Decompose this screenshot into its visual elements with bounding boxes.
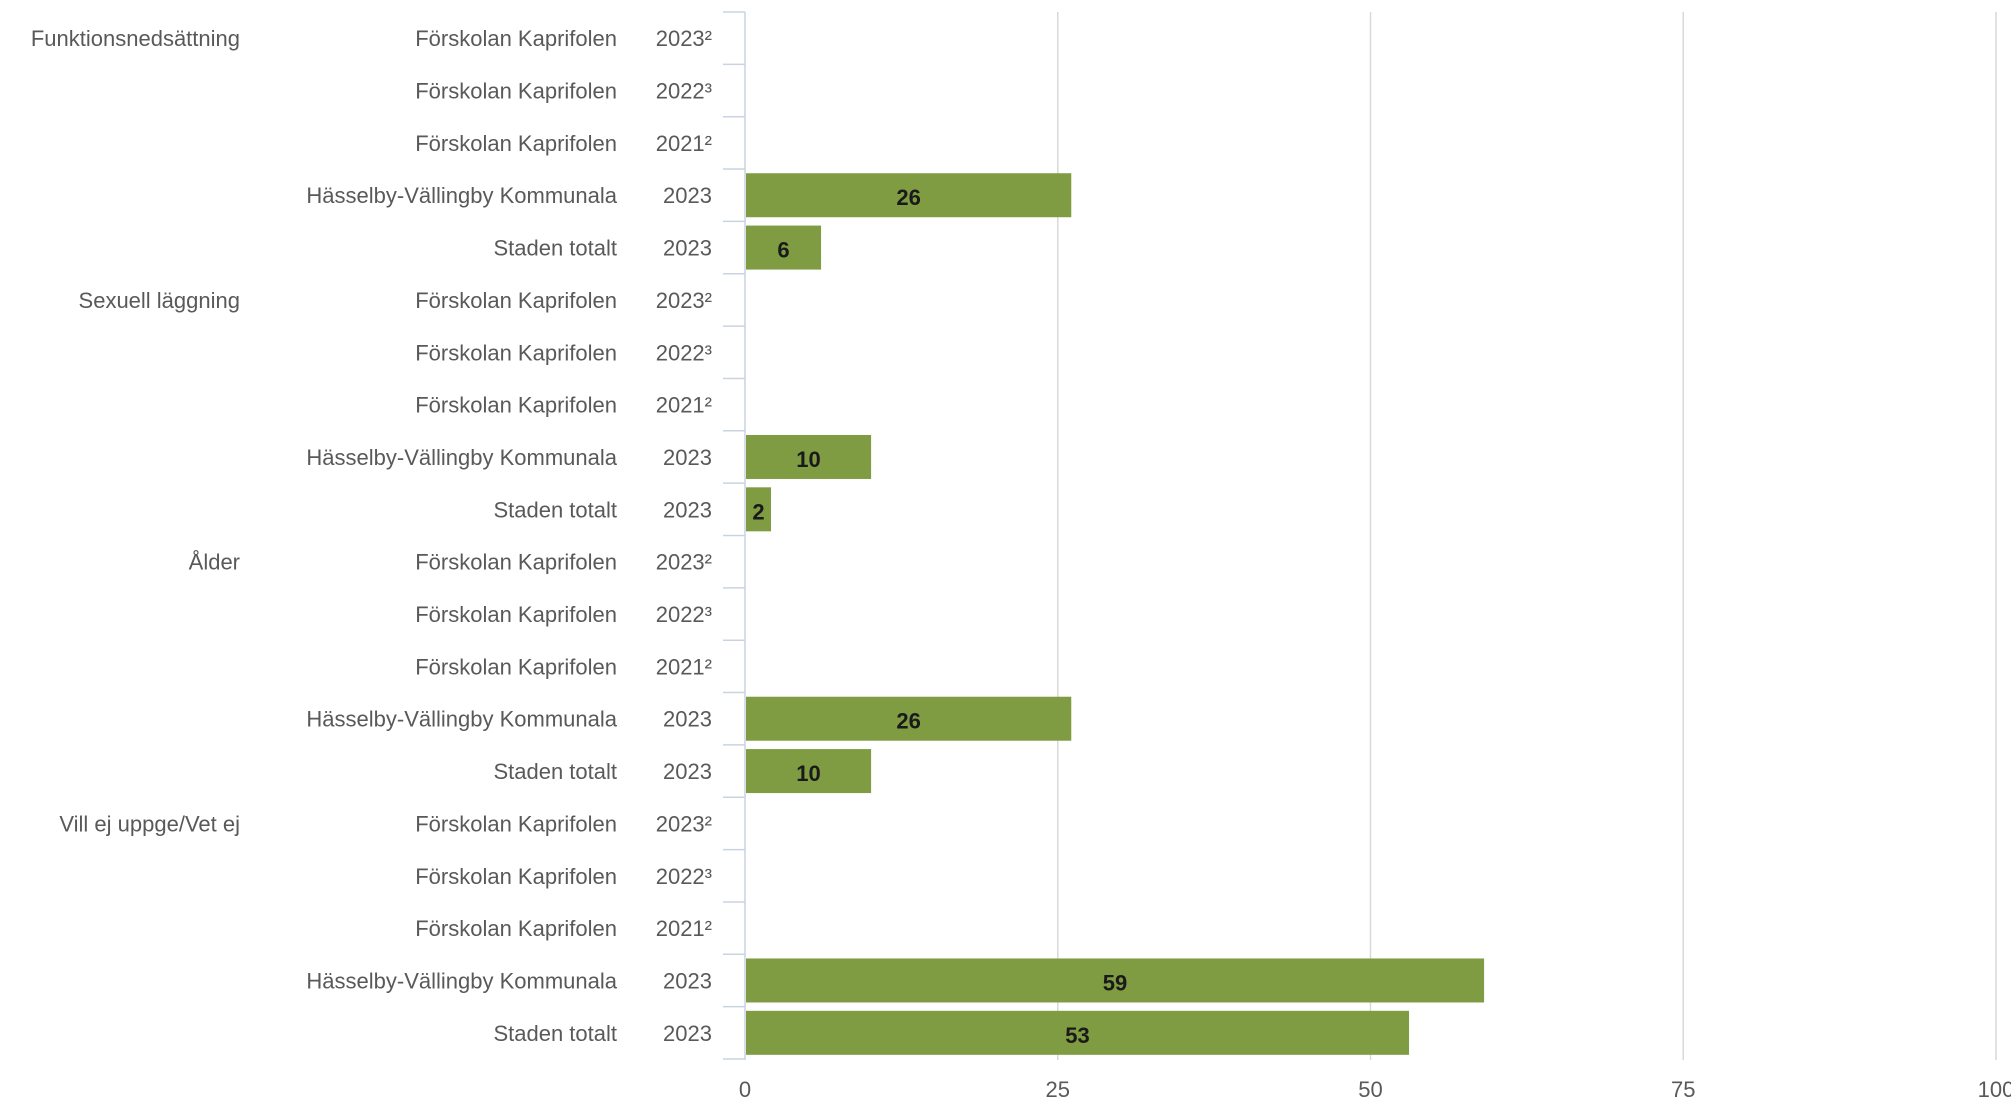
site-label: Förskolan Kaprifolen: [415, 602, 617, 627]
year-label: 2021²: [656, 393, 712, 418]
bar: [746, 487, 772, 532]
bar: [746, 696, 1072, 741]
bar: [746, 434, 872, 479]
year-label: 2023²: [656, 550, 712, 575]
year-label: 2022³: [656, 864, 712, 889]
site-label: Förskolan Kaprifolen: [415, 393, 617, 418]
year-label: 2023: [663, 236, 712, 261]
site-label: Hässelby-Vällingby Kommunala: [306, 968, 617, 993]
x-tick-label: 50: [1358, 1077, 1382, 1099]
site-label: Förskolan Kaprifolen: [415, 550, 617, 575]
x-tick-label: 0: [739, 1077, 751, 1099]
x-axis-ticks: 0 25 50 75 100: [739, 1077, 2011, 1102]
bar-value-label: 2: [752, 499, 764, 524]
site-label: Staden totalt: [493, 497, 617, 522]
bar: [746, 958, 1485, 1003]
site-label: Förskolan Kaprifolen: [415, 811, 617, 836]
bar: [746, 1010, 1410, 1055]
site-label: Förskolan Kaprifolen: [415, 79, 617, 104]
year-label: 2023: [663, 497, 712, 522]
site-label: Hässelby-Vällingby Kommunala: [306, 707, 617, 732]
year-label: 2021²: [656, 131, 712, 156]
year-label: 2022³: [656, 602, 712, 627]
bar: [746, 749, 872, 794]
category-label: Funktionsnedsättning: [31, 26, 240, 51]
year-label: 2023: [663, 707, 712, 732]
year-label: 2023²: [656, 811, 712, 836]
bar-value-label: 6: [777, 238, 789, 263]
year-label: 2023: [663, 759, 712, 784]
bar-value-label: 26: [896, 185, 920, 210]
year-label: 2023²: [656, 288, 712, 313]
category-label: Sexuell läggning: [79, 288, 240, 313]
gridlines: [1057, 12, 1997, 1060]
row-labels: Funktionsnedsättning Förskolan Kaprifolen…: [31, 26, 712, 1046]
site-label: Förskolan Kaprifolen: [415, 864, 617, 889]
site-label: Förskolan Kaprifolen: [415, 26, 617, 51]
x-tick-label: 75: [1671, 1077, 1695, 1099]
bar: [746, 225, 822, 270]
bar: [746, 173, 1072, 218]
category-label: Ålder: [189, 550, 240, 575]
bar-value-label: 59: [1103, 970, 1127, 995]
bars: 26 6 10 2 26 10 59 53: [746, 173, 1485, 1055]
site-label: Förskolan Kaprifolen: [415, 654, 617, 679]
year-label: 2022³: [656, 340, 712, 365]
year-label: 2023²: [656, 26, 712, 51]
year-label: 2023: [663, 1021, 712, 1046]
site-label: Förskolan Kaprifolen: [415, 288, 617, 313]
site-label: Förskolan Kaprifolen: [415, 916, 617, 941]
site-label: Förskolan Kaprifolen: [415, 131, 617, 156]
site-label: Hässelby-Vällingby Kommunala: [306, 445, 617, 470]
site-label: Staden totalt: [493, 759, 617, 784]
site-label: Staden totalt: [493, 236, 617, 261]
bar-value-label: 10: [796, 447, 820, 472]
year-label: 2023: [663, 968, 712, 993]
x-tick-label: 25: [1046, 1077, 1070, 1099]
x-tick-label: 100: [1978, 1077, 2011, 1099]
year-label: 2022³: [656, 79, 712, 104]
site-label: Förskolan Kaprifolen: [415, 340, 617, 365]
category-label: Vill ej uppge/Vet ej: [59, 811, 240, 836]
site-label: Staden totalt: [493, 1021, 617, 1046]
y-axis: [723, 11, 746, 1060]
site-label: Hässelby-Vällingby Kommunala: [306, 183, 617, 208]
year-label: 2023: [663, 183, 712, 208]
year-label: 2021²: [656, 916, 712, 941]
bar-value-label: 53: [1065, 1023, 1089, 1048]
year-label: 2021²: [656, 654, 712, 679]
year-label: 2023: [663, 445, 712, 470]
bar-value-label: 26: [896, 709, 920, 734]
bar-value-label: 10: [796, 761, 820, 786]
